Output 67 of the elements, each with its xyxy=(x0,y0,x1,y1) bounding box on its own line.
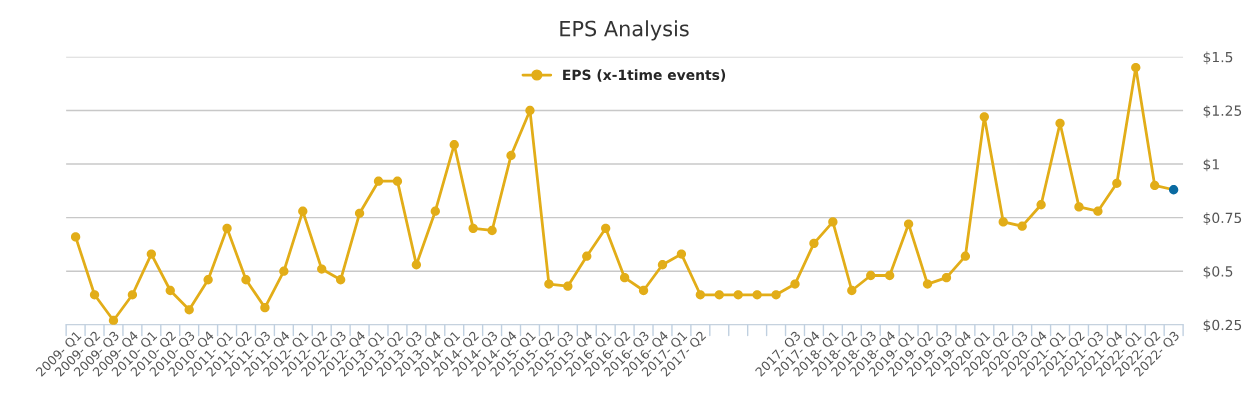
point xyxy=(184,305,194,315)
point xyxy=(1055,118,1065,128)
point xyxy=(582,251,592,261)
point xyxy=(695,290,706,300)
point xyxy=(619,272,630,283)
point xyxy=(279,266,289,276)
point xyxy=(1093,206,1103,216)
point xyxy=(1131,62,1141,73)
point xyxy=(903,219,914,229)
point xyxy=(638,285,649,296)
point xyxy=(165,285,175,296)
point xyxy=(222,223,232,233)
legend-label: EPS (x-1time events) xyxy=(563,69,726,82)
point xyxy=(828,217,838,227)
point xyxy=(657,260,668,270)
point xyxy=(979,112,989,122)
y-tick-label: $0.5 xyxy=(1203,265,1233,279)
point xyxy=(563,281,573,291)
point xyxy=(335,275,346,285)
point xyxy=(885,270,895,281)
point xyxy=(922,279,933,289)
point xyxy=(260,302,270,313)
y-tick-label: $0.25 xyxy=(1203,319,1242,333)
point xyxy=(676,249,687,259)
chart-title: EPS Analysis xyxy=(560,20,689,41)
point xyxy=(525,105,535,116)
point xyxy=(392,176,403,186)
point xyxy=(1074,202,1084,212)
point xyxy=(544,279,554,289)
point xyxy=(960,251,971,261)
point xyxy=(1112,178,1122,188)
point xyxy=(430,206,440,216)
point xyxy=(468,223,478,233)
point xyxy=(449,140,459,150)
point xyxy=(847,285,857,296)
point xyxy=(790,279,800,289)
point xyxy=(411,260,422,270)
point xyxy=(298,206,308,216)
point xyxy=(771,290,781,300)
point xyxy=(487,225,497,236)
point xyxy=(1150,180,1160,191)
y-tick-label: $1 xyxy=(1203,158,1219,172)
point xyxy=(714,290,724,300)
y-tick-label: $1.5 xyxy=(1203,51,1233,65)
point xyxy=(203,275,213,285)
point xyxy=(506,150,516,161)
point xyxy=(354,208,365,218)
point xyxy=(809,238,819,248)
point xyxy=(601,223,611,233)
point xyxy=(146,249,156,259)
point xyxy=(752,290,762,300)
y-tick-label: $0.75 xyxy=(1203,212,1242,225)
point xyxy=(941,272,952,283)
point xyxy=(241,275,251,285)
point xyxy=(317,264,327,274)
point xyxy=(108,315,119,325)
point xyxy=(1036,200,1046,210)
point xyxy=(866,270,876,281)
point xyxy=(1017,221,1027,231)
point xyxy=(70,232,81,242)
point xyxy=(373,176,384,186)
point xyxy=(733,290,743,300)
point xyxy=(1168,185,1179,195)
point xyxy=(998,217,1008,227)
point xyxy=(89,290,100,300)
point xyxy=(127,290,138,300)
y-tick-label: $1.25 xyxy=(1203,105,1242,118)
